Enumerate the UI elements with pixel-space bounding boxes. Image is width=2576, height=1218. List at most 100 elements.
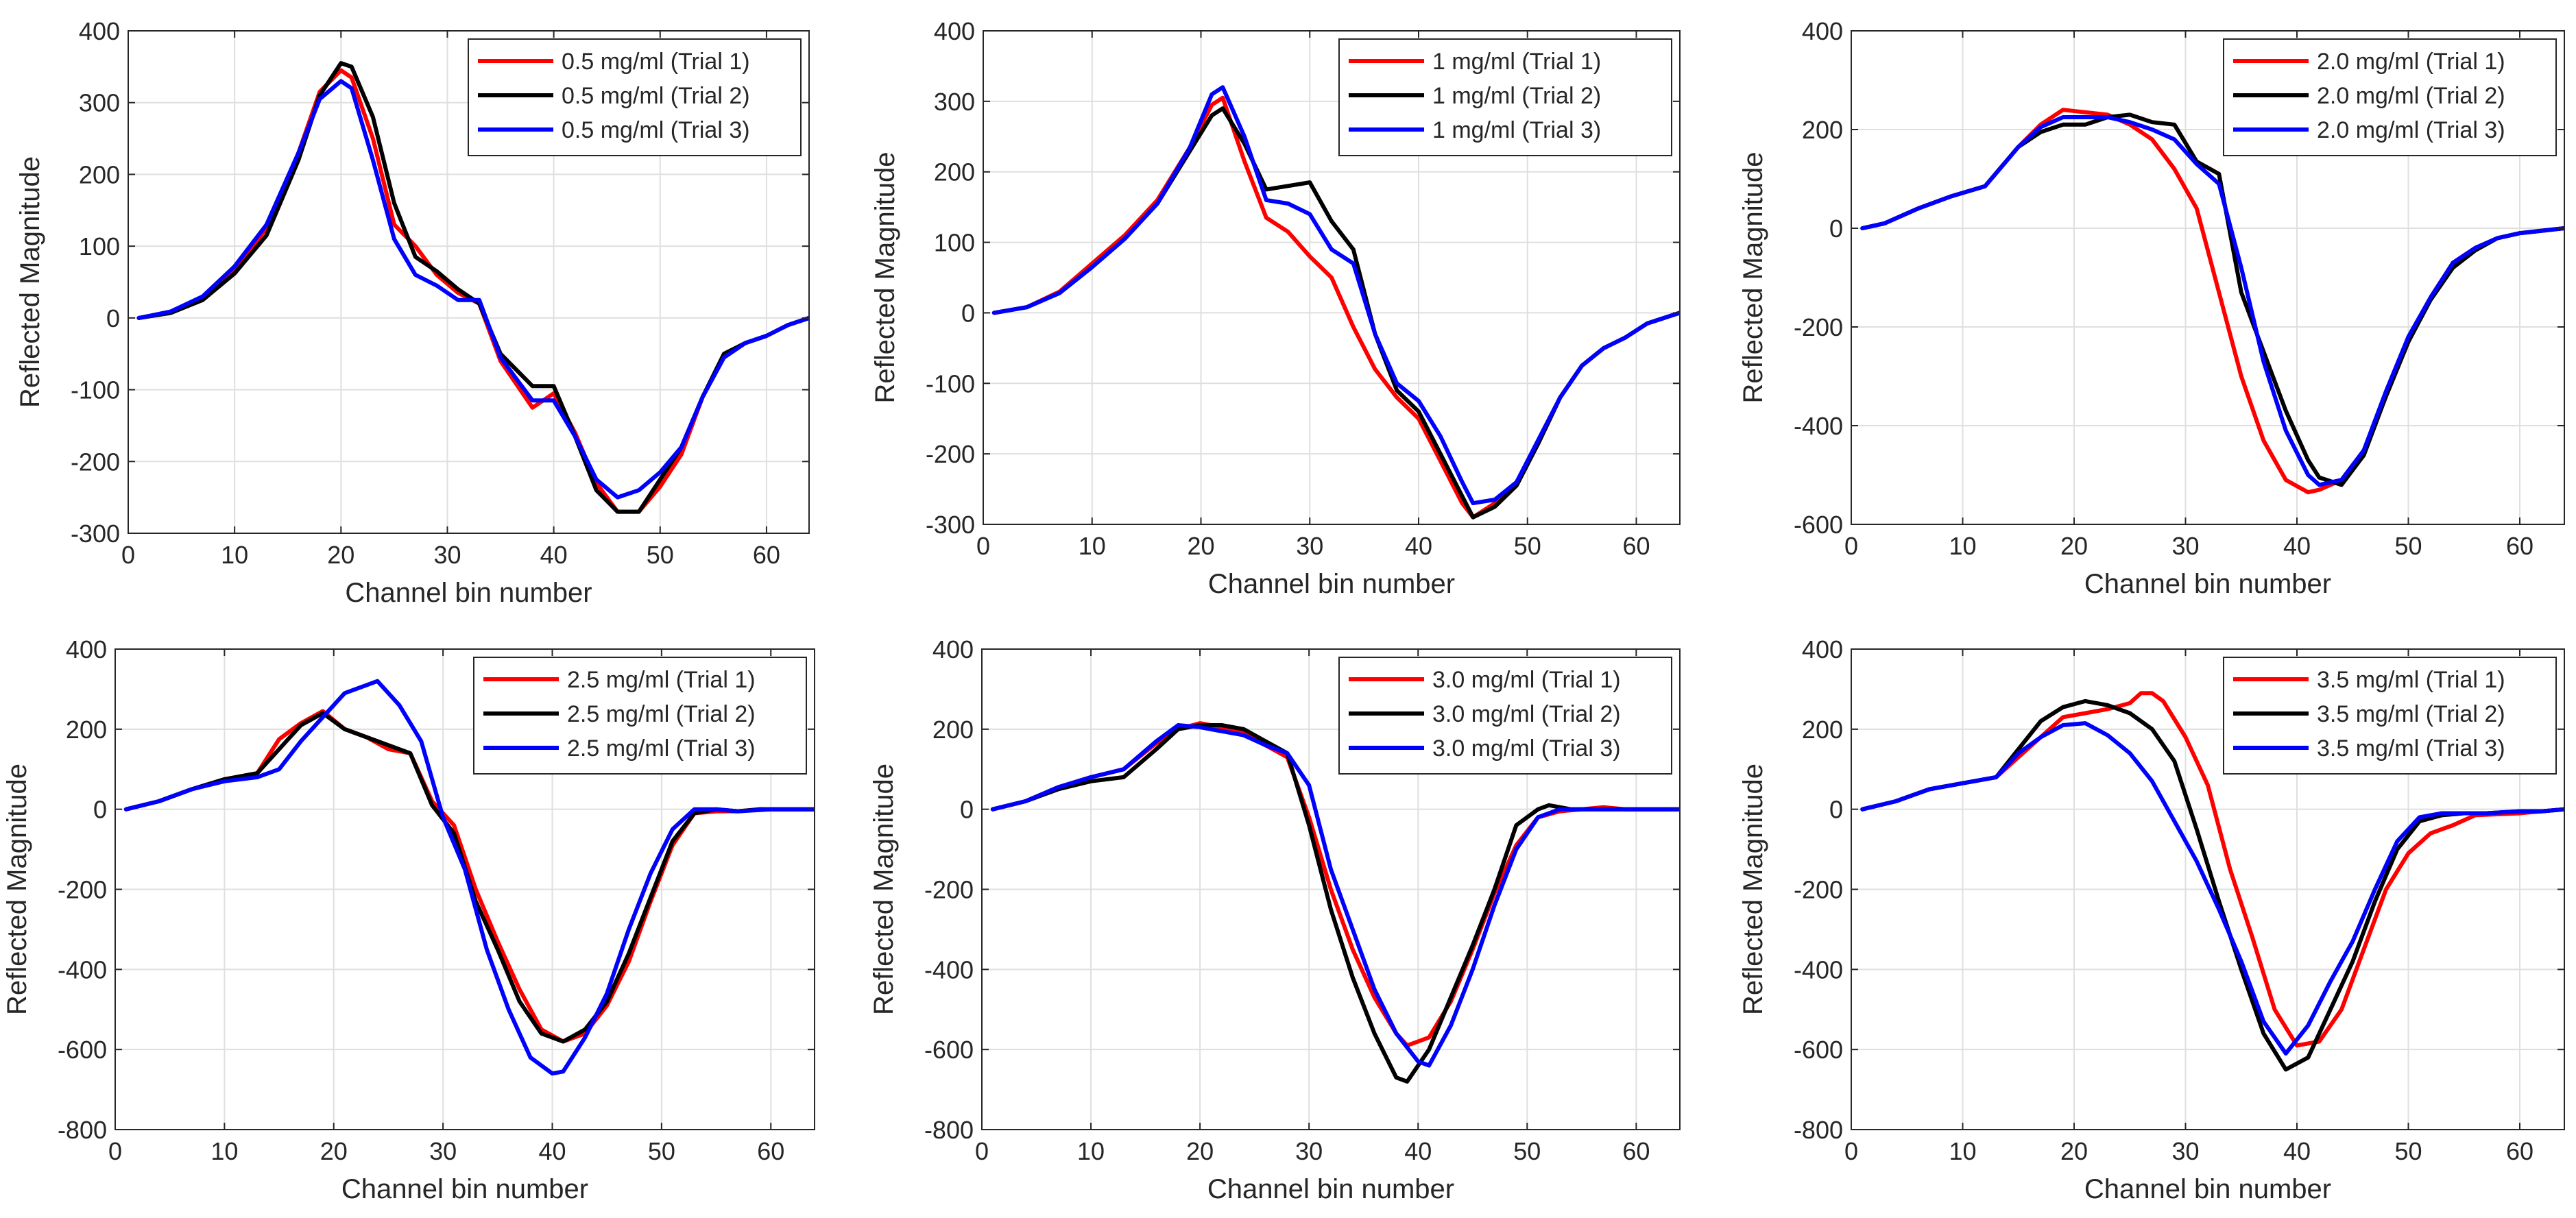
- x-tick-label: 0: [975, 1137, 989, 1165]
- legend-entry: 2.0 mg/ml (Trial 1): [2317, 49, 2505, 75]
- chart-panel-5: 0 10 20 30 40 50 60 -800 -600 -400 -200 0 200 400 Chan…: [869, 635, 1681, 1204]
- axes-frame: [983, 30, 1681, 525]
- y-tick-label: -600: [924, 1036, 974, 1064]
- y-axis-label: Reflected Magnitude: [1738, 764, 1768, 1015]
- x-tick-label: 20: [320, 1137, 348, 1165]
- y-tick-label: 200: [934, 158, 975, 186]
- x-tick-label: 0: [1844, 1137, 1858, 1165]
- y-tick-label: 200: [1802, 116, 1843, 144]
- x-tick-label: 30: [1296, 532, 1323, 560]
- axes-frame: [1851, 30, 2565, 525]
- series-line-trial-2: [123, 711, 815, 1044]
- x-tick-label: 0: [108, 1137, 122, 1165]
- legend-entry: 1 mg/ml (Trial 1): [1432, 49, 1601, 75]
- x-tick-label: 50: [648, 1137, 675, 1165]
- x-tick-label: 40: [540, 541, 568, 569]
- y-tick-label: -800: [924, 1116, 974, 1144]
- y-tick-label: -600: [1794, 1036, 1843, 1064]
- series-line-trial-3: [136, 79, 809, 500]
- legend: 3.0 mg/ml (Trial 1) 3.0 mg/ml (Trial 2) 3.…: [1338, 657, 1672, 775]
- x-tick-label: 40: [538, 1137, 566, 1165]
- legend-entry: 0.5 mg/ml (Trial 2): [562, 83, 750, 109]
- y-tick-label: 400: [934, 17, 975, 45]
- y-tick-label: -300: [71, 520, 120, 548]
- y-tick-label: 100: [934, 229, 975, 257]
- y-axis-label: Reflected Magnitude: [1738, 152, 1768, 404]
- y-tick-label: -200: [58, 876, 107, 904]
- x-tick-label: 20: [1186, 1137, 1214, 1165]
- legend: 3.5 mg/ml (Trial 1) 3.5 mg/ml (Trial 2) 3.…: [2223, 657, 2557, 775]
- x-tick-label: 30: [433, 541, 461, 569]
- x-tick-label: 20: [2060, 1137, 2088, 1165]
- x-tick-label: 60: [753, 541, 780, 569]
- y-tick-label: -200: [1794, 313, 1843, 341]
- series-line-trial-3: [1860, 721, 2564, 1056]
- x-tick-label: 10: [1949, 1137, 1976, 1165]
- x-tick-label: 20: [1187, 532, 1214, 560]
- y-tick-label: -300: [926, 511, 975, 539]
- legend-entry: 3.0 mg/ml (Trial 3): [1432, 735, 1621, 762]
- x-tick-label: 50: [1514, 532, 1541, 560]
- legend-entry: 3.5 mg/ml (Trial 1): [2317, 667, 2505, 693]
- legend-entry: 2.5 mg/ml (Trial 2): [567, 701, 756, 727]
- x-tick-label: 60: [1622, 532, 1650, 560]
- legend-entry: 3.0 mg/ml (Trial 2): [1432, 701, 1621, 727]
- legend-entry: 2.5 mg/ml (Trial 3): [567, 735, 756, 762]
- y-tick-label: 0: [961, 299, 975, 327]
- x-tick-label: 50: [2394, 1137, 2422, 1165]
- legend: 2.5 mg/ml (Trial 1) 2.5 mg/ml (Trial 2) 2.…: [473, 657, 807, 775]
- legend-entry: 1 mg/ml (Trial 3): [1432, 117, 1601, 143]
- legend-entry: 3.0 mg/ml (Trial 1): [1432, 667, 1621, 693]
- x-axis-label: Channel bin number: [341, 1174, 588, 1204]
- x-tick-label: 10: [221, 541, 248, 569]
- series-line-trial-3: [991, 85, 1680, 506]
- series-line-trial-2: [990, 723, 1680, 1084]
- y-tick-label: 400: [1802, 17, 1843, 45]
- x-axis-label: Channel bin number: [1207, 1174, 1454, 1204]
- legend: 2.0 mg/ml (Trial 1) 2.0 mg/ml (Trial 2) 2.…: [2223, 38, 2557, 156]
- series-line-trial-3: [990, 723, 1680, 1068]
- x-tick-label: 10: [1077, 1137, 1105, 1165]
- axes-frame: [128, 30, 810, 534]
- x-axis-label: Channel bin number: [1208, 569, 1455, 599]
- chart-panel-6: 0 10 20 30 40 50 60 -800 -600 -400 -200 0 200 400 Chan…: [1738, 635, 2565, 1204]
- legend-box: [2223, 38, 2557, 156]
- y-tick-label: 100: [79, 232, 120, 260]
- y-tick-label: 200: [1802, 716, 1843, 744]
- y-tick-label: 400: [79, 17, 120, 45]
- series-line-trial-3: [1860, 115, 2564, 487]
- x-tick-label: 20: [2060, 532, 2088, 560]
- x-tick-label: 10: [210, 1137, 238, 1165]
- y-axis-label: Reflected Magnitude: [2, 764, 32, 1015]
- y-tick-label: -200: [926, 440, 975, 468]
- legend-entry: 0.5 mg/ml (Trial 1): [562, 49, 750, 75]
- y-tick-label: -400: [58, 955, 107, 984]
- y-tick-label: -800: [58, 1116, 107, 1144]
- legend-entry: 3.5 mg/ml (Trial 3): [2317, 735, 2505, 762]
- y-tick-label: 0: [106, 304, 120, 332]
- x-tick-label: 60: [1622, 1137, 1650, 1165]
- y-axis-label: Reflected Magnitude: [869, 764, 899, 1015]
- x-tick-label: 50: [2394, 532, 2422, 560]
- x-tick-label: 10: [1949, 532, 1976, 560]
- x-tick-label: 10: [1079, 532, 1106, 560]
- y-axis-label: Reflected Magnitude: [15, 156, 45, 408]
- legend-box: [473, 657, 807, 775]
- y-tick-label: -200: [71, 448, 120, 476]
- x-tick-label: 60: [2506, 532, 2533, 560]
- y-tick-label: -200: [924, 876, 974, 904]
- series-line-trial-1: [1860, 691, 2564, 1048]
- x-tick-label: 40: [1405, 532, 1432, 560]
- legend-entry: 3.5 mg/ml (Trial 2): [2317, 701, 2505, 727]
- legend-entry: 2.0 mg/ml (Trial 2): [2317, 83, 2505, 109]
- chart-panel-4: 0 10 20 30 40 50 60 -800 -600 -400 -200 0 200 400 Chan…: [2, 635, 815, 1204]
- y-tick-label: -600: [58, 1036, 107, 1064]
- x-tick-label: 40: [1404, 1137, 1432, 1165]
- y-tick-label: -600: [1794, 511, 1843, 539]
- x-axis-label: Channel bin number: [2084, 569, 2331, 599]
- y-tick-label: 0: [1829, 796, 1843, 824]
- x-tick-label: 30: [2171, 1137, 2199, 1165]
- x-tick-label: 50: [647, 541, 674, 569]
- y-tick-label: -100: [71, 376, 120, 404]
